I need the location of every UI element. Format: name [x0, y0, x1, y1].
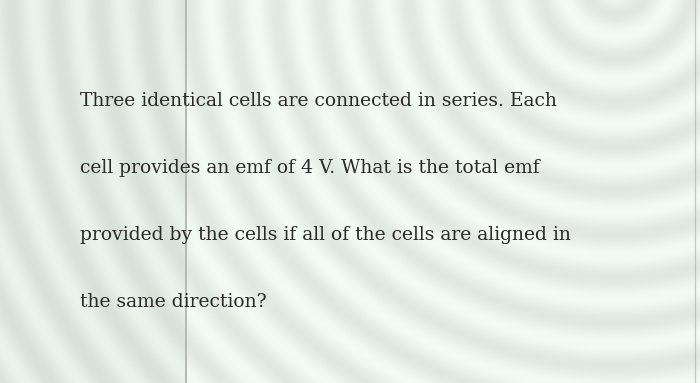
- Text: the same direction?: the same direction?: [80, 293, 267, 311]
- Text: cell provides an emf of 4 V. What is the total emf: cell provides an emf of 4 V. What is the…: [80, 159, 540, 177]
- Text: provided by the cells if all of the cells are aligned in: provided by the cells if all of the cell…: [80, 226, 571, 244]
- Text: Three identical cells are connected in series. Each: Three identical cells are connected in s…: [80, 92, 557, 110]
